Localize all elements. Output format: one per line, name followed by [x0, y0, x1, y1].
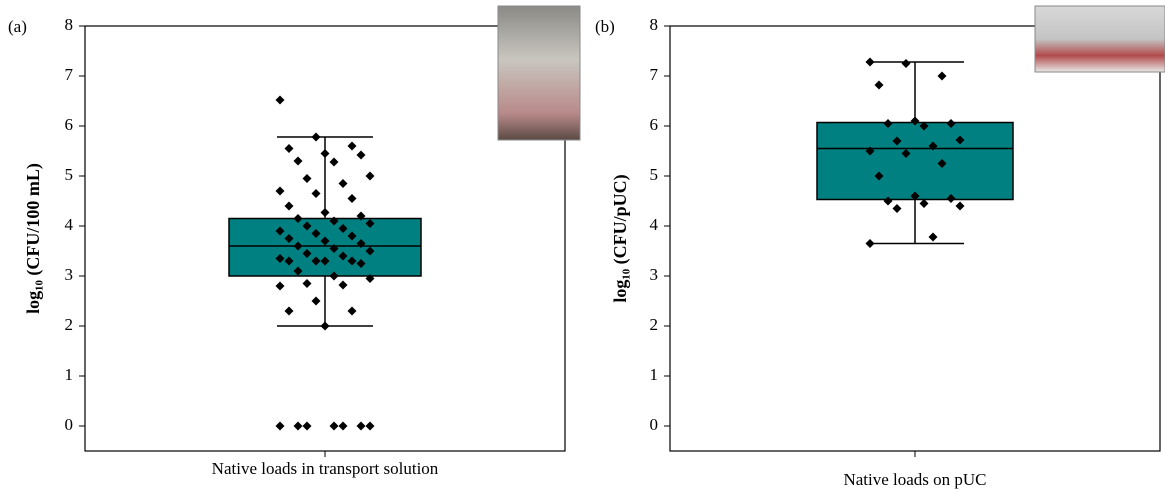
data-point — [956, 202, 965, 211]
box — [817, 123, 1013, 200]
data-point — [938, 72, 947, 81]
data-point — [348, 194, 357, 203]
data-point — [276, 422, 285, 431]
data-point — [893, 204, 902, 213]
data-point — [285, 144, 294, 153]
data-point — [303, 422, 312, 431]
y-tick-label: 6 — [65, 115, 74, 134]
data-point — [366, 172, 375, 181]
data-point — [312, 297, 321, 306]
data-point — [357, 422, 366, 431]
data-point — [312, 189, 321, 198]
data-point — [312, 133, 321, 142]
y-tick-label: 3 — [65, 265, 74, 284]
y-tick-label: 7 — [65, 65, 74, 84]
inset-photo — [1035, 6, 1165, 72]
inset-photo — [498, 6, 580, 140]
y-tick-label: 1 — [65, 365, 74, 384]
data-point — [276, 96, 285, 105]
data-point — [321, 322, 330, 331]
data-point — [321, 149, 330, 158]
data-point — [348, 142, 357, 151]
y-tick-label: 2 — [650, 315, 659, 334]
data-point — [902, 59, 911, 68]
y-tick-label: 8 — [650, 15, 659, 34]
x-tick-label: Native loads in transport solution — [212, 459, 439, 478]
y-tick-label: 5 — [650, 165, 659, 184]
data-point — [348, 307, 357, 316]
y-axis-label: log₁₀ (CFU/pUC) — [610, 174, 631, 302]
data-point — [285, 307, 294, 316]
y-tick-label: 1 — [650, 365, 659, 384]
y-tick-label: 0 — [650, 415, 659, 434]
data-point — [276, 187, 285, 196]
panel-label: (b) — [595, 17, 615, 36]
data-point — [366, 422, 375, 431]
y-tick-label: 5 — [65, 165, 74, 184]
data-point — [321, 208, 330, 217]
panel-label: (a) — [8, 17, 27, 36]
data-point — [294, 157, 303, 166]
data-point — [294, 422, 303, 431]
box — [229, 219, 421, 277]
data-point — [929, 233, 938, 242]
y-tick-label: 7 — [650, 65, 659, 84]
y-tick-label: 2 — [65, 315, 74, 334]
data-point — [920, 199, 929, 208]
data-point — [303, 279, 312, 288]
y-tick-label: 0 — [65, 415, 74, 434]
y-tick-label: 4 — [65, 215, 74, 234]
y-axis-label: log₁₀ (CFU/100 mL) — [23, 163, 44, 314]
data-point — [285, 202, 294, 211]
y-tick-label: 3 — [650, 265, 659, 284]
data-point — [866, 58, 875, 67]
data-point — [339, 422, 348, 431]
data-point — [330, 422, 339, 431]
y-tick-label: 4 — [650, 215, 659, 234]
data-point — [339, 281, 348, 290]
y-tick-label: 8 — [65, 15, 74, 34]
y-tick-label: 6 — [650, 115, 659, 134]
data-point — [357, 151, 366, 160]
data-point — [276, 282, 285, 291]
data-point — [303, 174, 312, 183]
data-point — [339, 179, 348, 188]
figure: (a) 0 1 2 3 4 5 6 7 8 log₁₀ (CFU/100 mL) Native loa… — [0, 0, 1165, 491]
data-point — [875, 81, 884, 90]
data-point — [866, 239, 875, 248]
x-tick-label: Native loads on pUC — [843, 470, 986, 489]
data-point — [330, 158, 339, 167]
